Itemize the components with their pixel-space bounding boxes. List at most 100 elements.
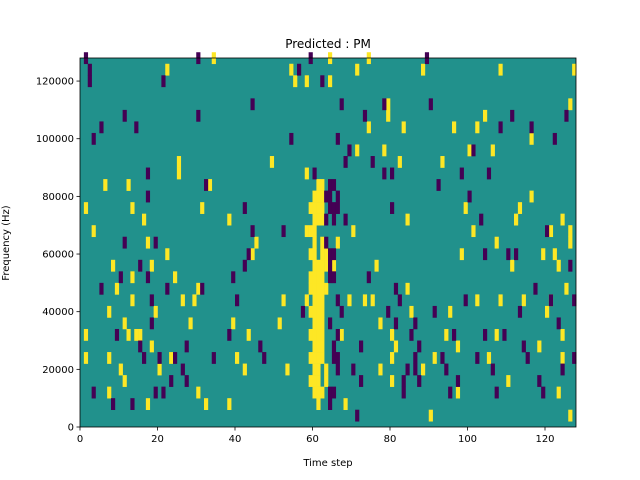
heatmap-cell-low xyxy=(331,271,337,284)
heatmap-cell-high xyxy=(312,202,317,214)
heatmap-cell-high xyxy=(405,213,410,226)
heatmap-cell-low xyxy=(231,271,236,284)
heatmap-cell-high xyxy=(339,328,344,341)
heatmap-cell-low xyxy=(235,294,240,307)
heatmap-cell-low xyxy=(552,132,557,145)
heatmap-cell-low xyxy=(366,271,371,284)
heatmap-cell-low xyxy=(541,386,546,399)
heatmap-cell-high xyxy=(316,328,321,341)
heatmap-cell-low xyxy=(335,190,340,203)
heatmap-cell-high xyxy=(308,282,313,295)
heatmap-cell-high xyxy=(316,375,321,387)
heatmap-cell-low xyxy=(200,282,205,295)
heatmap-cell-high xyxy=(568,236,573,249)
heatmap-cell-high xyxy=(324,282,329,295)
heatmap-cell-high xyxy=(304,167,309,180)
heatmap-cell-low xyxy=(161,386,166,399)
heatmap-cell-low xyxy=(498,121,503,134)
heatmap-cell-low xyxy=(343,156,348,168)
heatmap-cell-high xyxy=(316,213,321,226)
y-tick-label: 80000 xyxy=(42,192,74,203)
heatmap-cell-high xyxy=(320,282,325,295)
heatmap-cell-low xyxy=(335,202,340,214)
heatmap-cell-low xyxy=(99,121,104,134)
heatmap-cell-low xyxy=(413,317,418,330)
heatmap-cell-high xyxy=(568,98,573,111)
heatmap-cell-low xyxy=(324,190,329,203)
heatmap-cell-low xyxy=(297,63,302,76)
heatmap-cell-high xyxy=(320,202,325,214)
heatmap-cell-high xyxy=(312,282,317,295)
heatmap-cell-high xyxy=(362,294,368,307)
heatmap-cell-low xyxy=(529,121,534,134)
heatmap-cell-high xyxy=(320,248,325,261)
heatmap-cell-high xyxy=(548,225,554,238)
heatmap-cell-high xyxy=(308,375,313,387)
heatmap-cell-low xyxy=(432,305,437,318)
heatmap-cell-high xyxy=(312,386,317,399)
heatmap-cell-high xyxy=(312,294,317,307)
heatmap-cell-low xyxy=(479,213,484,226)
heatmap-cell-high xyxy=(134,328,139,341)
heatmap-cell-low xyxy=(413,363,418,376)
heatmap-cell-low xyxy=(452,328,457,341)
heatmap-cell-high xyxy=(316,386,321,399)
x-tick-label: 0 xyxy=(77,434,83,445)
heatmap-cell-low xyxy=(533,282,538,295)
heatmap-cell-low xyxy=(328,271,333,284)
heatmap-cell-high xyxy=(494,236,499,249)
heatmap-cell-low xyxy=(335,294,340,307)
heatmap-cell-high xyxy=(320,213,325,226)
heatmap-cell-high xyxy=(467,144,472,157)
heatmap-cell-low xyxy=(242,259,247,272)
heatmap-cell-low xyxy=(339,305,344,318)
heatmap-cell-high xyxy=(556,386,561,399)
heatmap-cell-high xyxy=(316,202,321,214)
y-tick-label: 60000 xyxy=(42,250,74,261)
heatmap-cell-high xyxy=(308,328,313,341)
heatmap-cell-high xyxy=(545,305,550,318)
heatmap-cell-low xyxy=(331,386,337,399)
heatmap-cell-low xyxy=(328,386,333,399)
heatmap-cell-high xyxy=(486,352,492,364)
heatmap-cell-low xyxy=(417,375,422,387)
heatmap-cell-high xyxy=(312,352,317,364)
heatmap-cell-high xyxy=(506,375,511,387)
heatmap-cell-low xyxy=(471,144,476,157)
heatmap-cell-low xyxy=(335,352,340,364)
heatmap-cell-high xyxy=(293,75,298,88)
heatmap-cell-high xyxy=(428,409,433,422)
heatmap-cell-high xyxy=(366,121,371,134)
heatmap-cell-low xyxy=(343,213,348,226)
heatmap-cell-high xyxy=(312,375,317,387)
heatmap-cell-high xyxy=(126,328,131,341)
heatmap-cell-high xyxy=(308,352,313,364)
heatmap-cell-low xyxy=(145,167,151,180)
heatmap-cell-high xyxy=(308,225,313,238)
heatmap-cell-low xyxy=(324,236,329,249)
heatmap-cell-low xyxy=(87,63,92,76)
heatmap-cell-low xyxy=(413,352,418,364)
heatmap-cell-high xyxy=(463,202,468,214)
heatmap-cell-low xyxy=(300,305,306,318)
heatmap-cell-high xyxy=(242,363,247,376)
heatmap-cell-high xyxy=(347,294,352,307)
heatmap-cell-low xyxy=(142,352,147,364)
heatmap-cell-high xyxy=(397,156,402,168)
heatmap-cell-low xyxy=(227,328,232,341)
plot-area xyxy=(79,52,577,428)
heatmap-cell-high xyxy=(114,282,120,295)
heatmap-cell-low xyxy=(335,363,340,376)
heatmap-cell-low xyxy=(184,375,189,387)
heatmap-cell-low xyxy=(149,294,154,307)
heatmap-cell-high xyxy=(316,282,321,295)
heatmap-cell-high xyxy=(324,259,329,272)
heatmap-cell-low xyxy=(114,328,120,341)
heatmap-cell-high xyxy=(552,248,557,261)
heatmap-cell-low xyxy=(401,375,406,387)
heatmap-cell-high xyxy=(541,248,546,261)
heatmap-cell-high xyxy=(386,109,391,122)
heatmap-cell-low xyxy=(545,225,550,238)
heatmap-cell-low xyxy=(331,340,337,353)
heatmap-cell-low xyxy=(122,109,127,122)
